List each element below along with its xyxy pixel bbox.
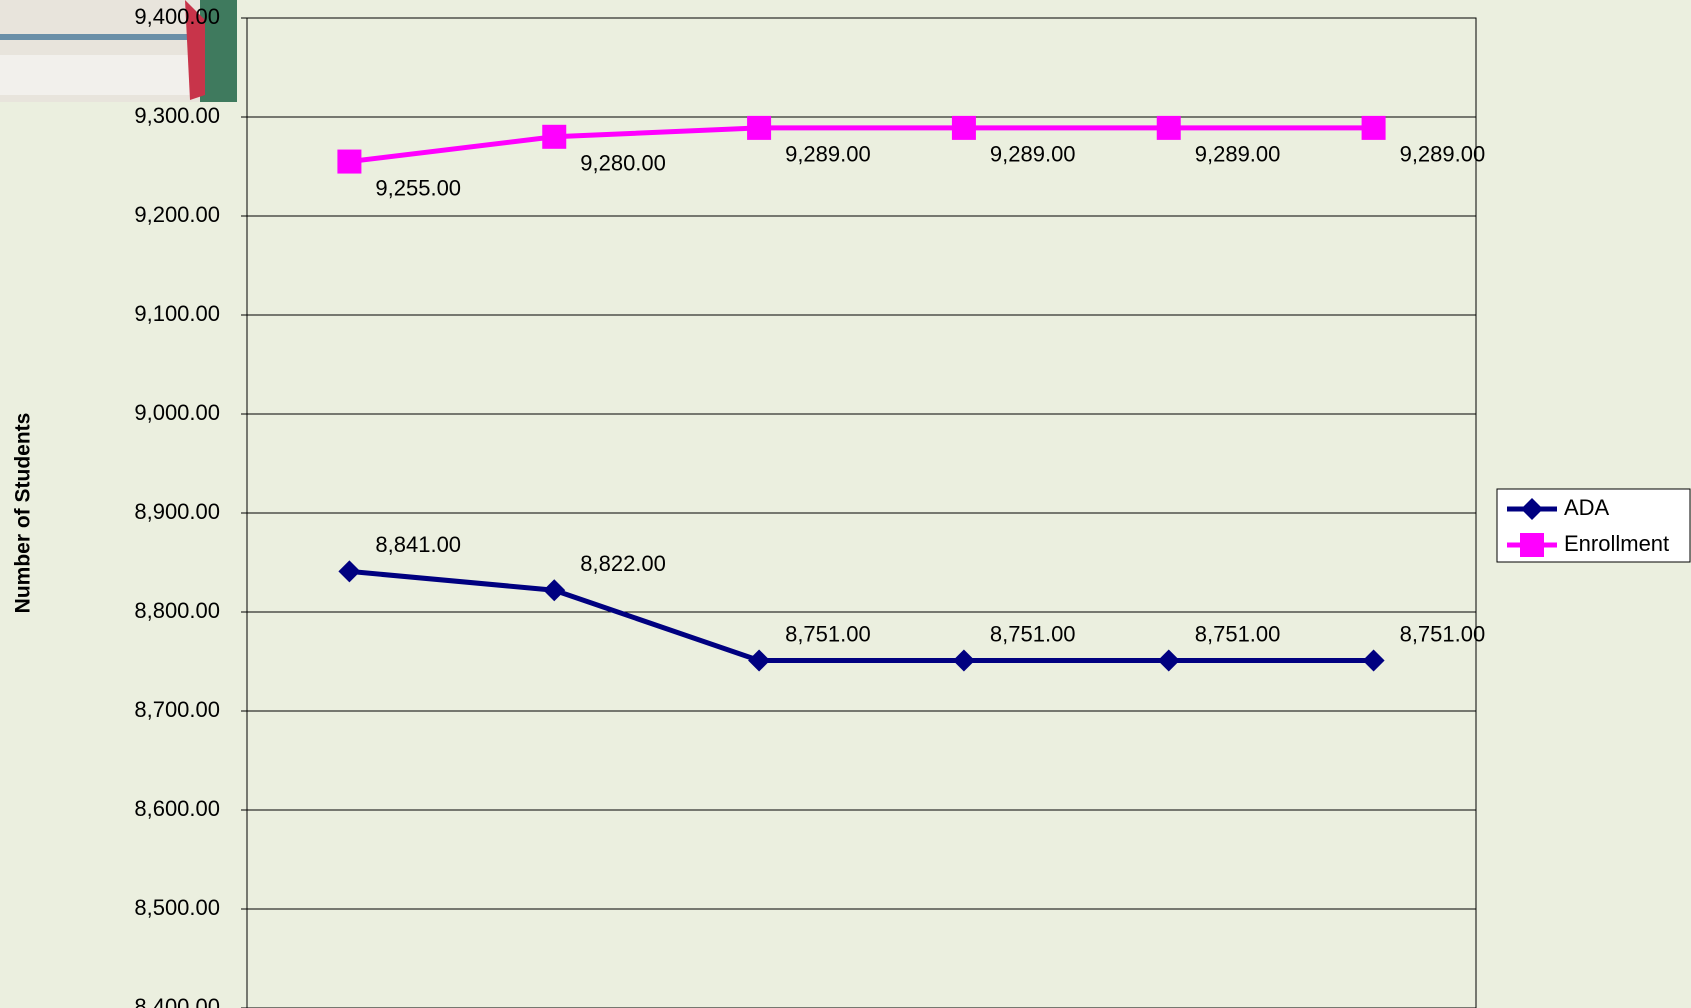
marker	[337, 150, 361, 174]
data-label: 9,289.00	[1400, 142, 1486, 167]
legend-label: ADA	[1564, 495, 1610, 520]
data-label: 8,751.00	[785, 621, 871, 646]
data-label: 8,822.00	[580, 551, 666, 576]
series-line	[349, 571, 1373, 660]
data-label: 8,751.00	[1400, 621, 1486, 646]
marker	[338, 560, 360, 582]
marker	[1158, 650, 1180, 672]
y-tick-label: 8,400.00	[134, 994, 220, 1008]
y-tick-label: 8,500.00	[134, 895, 220, 920]
y-tick-label: 9,300.00	[134, 103, 220, 128]
y-tick-label: 9,200.00	[134, 202, 220, 227]
data-label: 8,841.00	[375, 532, 461, 557]
marker	[543, 579, 565, 601]
marker	[542, 125, 566, 149]
data-label: 9,280.00	[580, 151, 666, 176]
data-label: 9,289.00	[785, 142, 871, 167]
marker	[953, 650, 975, 672]
y-tick-label: 9,400.00	[134, 4, 220, 29]
data-label: 9,289.00	[990, 142, 1076, 167]
marker	[952, 116, 976, 140]
y-axis-label: Number of Students	[12, 413, 35, 614]
marker	[747, 116, 771, 140]
marker	[1520, 533, 1544, 557]
data-label: 9,289.00	[1195, 142, 1281, 167]
y-tick-label: 8,900.00	[134, 499, 220, 524]
legend-label: Enrollment	[1564, 531, 1669, 556]
chart: Number of Students 8,400.00 8,500.00 8,600…	[0, 0, 1691, 1008]
data-label: 8,751.00	[990, 621, 1076, 646]
data-label: 8,751.00	[1195, 621, 1281, 646]
data-label: 9,255.00	[375, 175, 461, 200]
marker	[748, 650, 770, 672]
y-tick-label: 9,100.00	[134, 301, 220, 326]
marker	[1362, 116, 1386, 140]
y-tick-label: 9,000.00	[134, 400, 220, 425]
marker	[1157, 116, 1181, 140]
y-tick-label: 8,700.00	[134, 697, 220, 722]
y-tick-label: 8,800.00	[134, 598, 220, 623]
y-tick-label: 8,600.00	[134, 796, 220, 821]
marker	[1363, 650, 1385, 672]
